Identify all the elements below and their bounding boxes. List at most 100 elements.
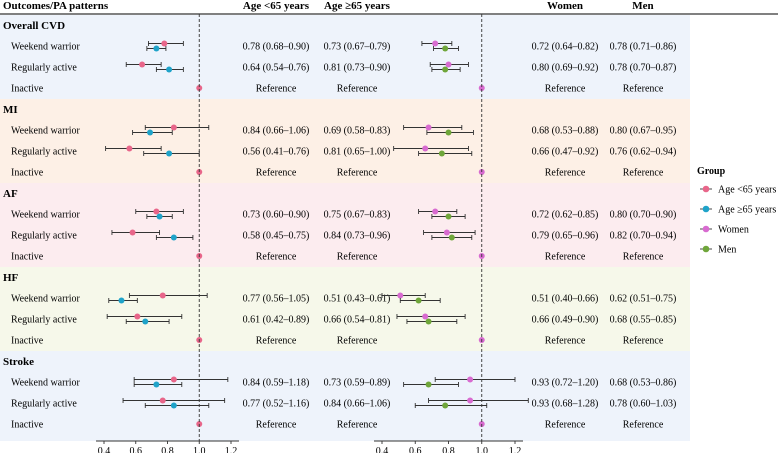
section-bands <box>0 15 690 441</box>
header-age-ge65: Age ≥65 years <box>324 0 391 12</box>
point-estimate-ge65 <box>142 318 149 325</box>
cell-women: Reference <box>545 252 586 263</box>
point-estimate-lt65 <box>129 229 136 236</box>
point-estimate-women <box>425 124 432 131</box>
cell-women: 0.72 (0.64–0.82) <box>532 42 599 53</box>
cell-men: 0.80 (0.67–0.95) <box>610 126 677 137</box>
section-title: AF <box>3 188 18 200</box>
header-age-lt65: Age <65 years <box>243 0 310 12</box>
point-estimate-men <box>425 381 432 388</box>
cell-age-lt65: 0.61 (0.42–0.89) <box>243 315 310 326</box>
row-label: Inactive <box>11 336 44 347</box>
section-title: HF <box>3 272 19 284</box>
x-tick-label-left: 0.6 <box>130 446 143 453</box>
point-estimate-women <box>443 229 450 236</box>
cell-men: 0.82 (0.70–0.94) <box>610 231 677 242</box>
point-estimate-ge65 <box>147 129 154 136</box>
x-tick-label-left: 1.0 <box>193 446 206 453</box>
x-tick-label-left: 0.8 <box>161 446 174 453</box>
cell-age-ge65: 0.81 (0.65–1.00) <box>324 147 391 158</box>
cell-age-lt65: 0.84 (0.59–1.18) <box>243 378 310 389</box>
table-rows: Overall CVD Weekend warrior 0.78 (0.68–0.9… <box>3 20 676 431</box>
cell-women: 0.72 (0.62–0.85) <box>532 210 599 221</box>
reference-point-right <box>478 85 485 91</box>
row-label: Inactive <box>11 168 44 179</box>
point-estimate-lt65 <box>153 208 160 215</box>
header-women: Women <box>547 0 583 12</box>
row-label: Inactive <box>11 252 44 263</box>
cell-age-lt65: 0.64 (0.54–0.76) <box>243 63 310 74</box>
cell-age-ge65: 0.66 (0.54–0.81) <box>324 315 391 326</box>
legend-key-dot <box>702 245 710 253</box>
point-estimate-lt65 <box>159 397 166 404</box>
cell-age-lt65: Reference <box>256 420 297 431</box>
point-estimate-men <box>415 297 422 304</box>
point-estimate-ge65 <box>118 297 125 304</box>
row-label: Regularly active <box>11 231 77 242</box>
point-estimate-men <box>448 234 455 241</box>
cell-men: 0.76 (0.62–0.94) <box>610 147 677 158</box>
point-estimate-lt65 <box>161 40 168 47</box>
cell-age-ge65: Reference <box>337 84 378 95</box>
reference-point-left <box>196 85 203 91</box>
cell-age-lt65: Reference <box>256 336 297 347</box>
cell-women: 0.66 (0.49–0.90) <box>532 315 599 326</box>
point-estimate-women <box>422 145 429 152</box>
cell-men: Reference <box>623 336 664 347</box>
reference-point-right <box>478 169 485 175</box>
cell-women: Reference <box>545 420 586 431</box>
cell-women: 0.66 (0.47–0.92) <box>532 147 599 158</box>
cell-age-ge65: Reference <box>337 336 378 347</box>
point-estimate-women <box>432 208 439 215</box>
section-band <box>0 351 690 441</box>
legend: Group Age <65 years Age ≥65 years Women Men <box>697 166 777 256</box>
row-label: Regularly active <box>11 147 77 158</box>
cell-women: Reference <box>545 84 586 95</box>
legend-key-dot <box>702 205 710 213</box>
x-tick-label-left: 0.4 <box>98 446 111 453</box>
point-estimate-lt65 <box>139 61 146 68</box>
row-label: Weekend warrior <box>11 378 81 389</box>
cell-age-lt65: 0.84 (0.66–1.06) <box>243 126 310 137</box>
cell-age-lt65: Reference <box>256 168 297 179</box>
row-label: Inactive <box>11 84 44 95</box>
legend-label: Age <65 years <box>718 185 777 196</box>
table-header: Outcomes/PA patterns Age <65 years Age ≥… <box>0 0 778 15</box>
cell-age-lt65: 0.78 (0.68–0.90) <box>243 42 310 53</box>
x-tick-label-right: 0.8 <box>442 446 455 453</box>
x-tick-label-right: 0.4 <box>376 446 389 453</box>
section-band <box>0 99 690 183</box>
cell-women: 0.93 (0.68–1.28) <box>532 399 599 410</box>
point-estimate-ge65 <box>166 66 173 73</box>
point-estimate-lt65 <box>170 124 177 131</box>
cell-women: 0.79 (0.65–0.96) <box>532 231 599 242</box>
cell-men: 0.68 (0.55–0.85) <box>610 315 677 326</box>
cell-age-lt65: Reference <box>256 84 297 95</box>
cell-men: Reference <box>623 84 664 95</box>
cell-women: 0.51 (0.40–0.66) <box>532 294 599 305</box>
point-estimate-ge65 <box>153 381 160 388</box>
cell-age-ge65: 0.73 (0.59–0.89) <box>324 378 391 389</box>
point-estimate-men <box>442 45 449 52</box>
cell-age-ge65: Reference <box>337 168 378 179</box>
legend-key-dot <box>702 225 710 233</box>
point-estimate-ge65 <box>153 45 160 52</box>
point-estimate-women <box>467 376 474 383</box>
point-estimate-men <box>445 129 452 136</box>
point-estimate-ge65 <box>156 213 163 220</box>
point-estimate-lt65 <box>159 292 166 299</box>
cell-age-ge65: 0.51 (0.43–0.61) <box>324 294 391 305</box>
cell-men: Reference <box>623 252 664 263</box>
section-title: Overall CVD <box>3 20 65 32</box>
cell-age-ge65: 0.75 (0.67–0.83) <box>324 210 391 221</box>
legend-label: Women <box>718 225 749 236</box>
cell-women: 0.80 (0.69–0.92) <box>532 63 599 74</box>
point-estimate-women <box>445 61 452 68</box>
x-axes: 0.4 0.6 0.8 1.0 1.2 0.4 0.6 0.8 1.0 1.2 <box>96 14 523 453</box>
point-estimate-ge65 <box>170 234 177 241</box>
cell-age-lt65: 0.73 (0.60–0.90) <box>243 210 310 221</box>
reference-point-left <box>196 169 203 175</box>
section-band <box>0 267 690 351</box>
cell-age-lt65: 0.77 (0.56–1.05) <box>243 294 310 305</box>
